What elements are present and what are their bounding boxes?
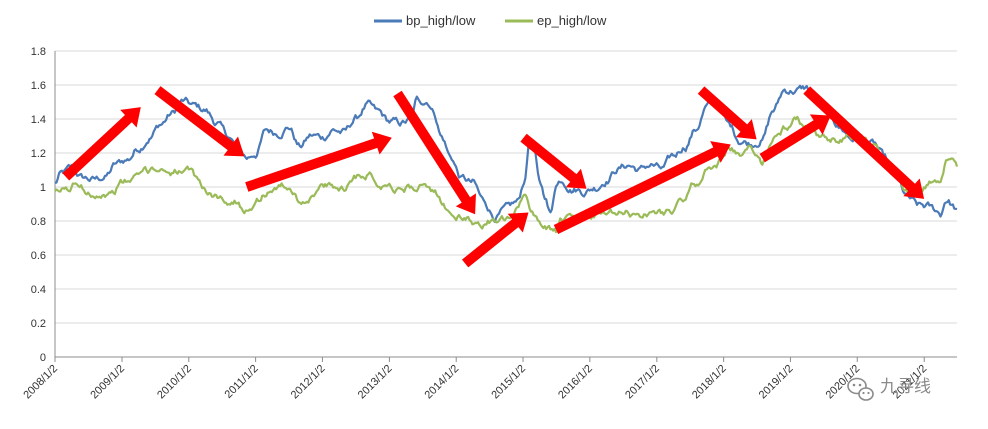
axes — [54, 51, 957, 362]
legend-label-ep: ep_high/low — [537, 13, 607, 28]
x-tick-label: 2008/1/2 — [21, 363, 60, 402]
trend-arrow — [462, 212, 529, 268]
trend-arrow — [393, 90, 476, 215]
y-tick-label: 1.6 — [31, 80, 46, 92]
y-tick-label: 1 — [40, 182, 46, 194]
x-tick-label: 2016/1/2 — [556, 363, 595, 402]
trend-arrow — [62, 107, 141, 181]
x-tick-label: 2020/1/2 — [824, 363, 863, 402]
gridlines — [55, 50, 957, 324]
y-tick-label: 0.2 — [31, 318, 46, 330]
y-tick-label: 0.6 — [31, 250, 46, 262]
x-tick-label: 2014/1/2 — [423, 363, 462, 402]
x-tick-label: 2011/1/2 — [223, 363, 261, 401]
y-tick-label: 1.8 — [31, 46, 46, 58]
y-tick-label: 0 — [40, 352, 46, 364]
trend-arrow — [154, 86, 245, 157]
y-tick-label: 1.2 — [31, 148, 46, 160]
legend: bp_high/low ep_high/low — [374, 13, 607, 28]
x-tick-label: 2019/1/2 — [757, 363, 796, 402]
trend-arrow — [553, 141, 731, 234]
x-tick-label: 2018/1/2 — [690, 363, 729, 402]
watermark-text: 九寻线 — [880, 377, 931, 397]
y-tick-label: 0.8 — [31, 216, 46, 228]
x-tick-label: 2012/1/2 — [289, 363, 328, 402]
x-tick-label: 2013/1/2 — [356, 363, 395, 402]
x-tick-label: 2017/1/2 — [623, 363, 662, 402]
trend-arrows — [62, 86, 925, 268]
y-tick-labels: 0 0.2 0.4 0.6 0.8 1 1.2 1.4 1.6 1.8 — [31, 46, 46, 364]
trend-arrow — [520, 133, 587, 189]
x-tick-label: 2009/1/2 — [88, 363, 127, 402]
trend-arrow — [759, 114, 831, 163]
watermark: 九寻线 — [847, 377, 931, 401]
series-line-ep — [54, 115, 959, 234]
legend-label-bp: bp_high/low — [406, 13, 476, 28]
x-tick-label: 2015/1/2 — [489, 363, 528, 402]
y-tick-label: 1.4 — [31, 114, 46, 126]
trend-arrow — [245, 131, 392, 192]
wechat-icon — [847, 377, 874, 401]
x-tick-labels: 2008/1/2 2009/1/2 2010/1/2 2011/1/2 2012/1/2… — [21, 363, 929, 402]
trend-arrow — [803, 86, 925, 199]
trend-arrow — [697, 86, 757, 140]
x-tick-label: 2010/1/2 — [155, 363, 194, 402]
y-tick-label: 0.4 — [31, 284, 46, 296]
series-line-bp — [55, 84, 958, 223]
